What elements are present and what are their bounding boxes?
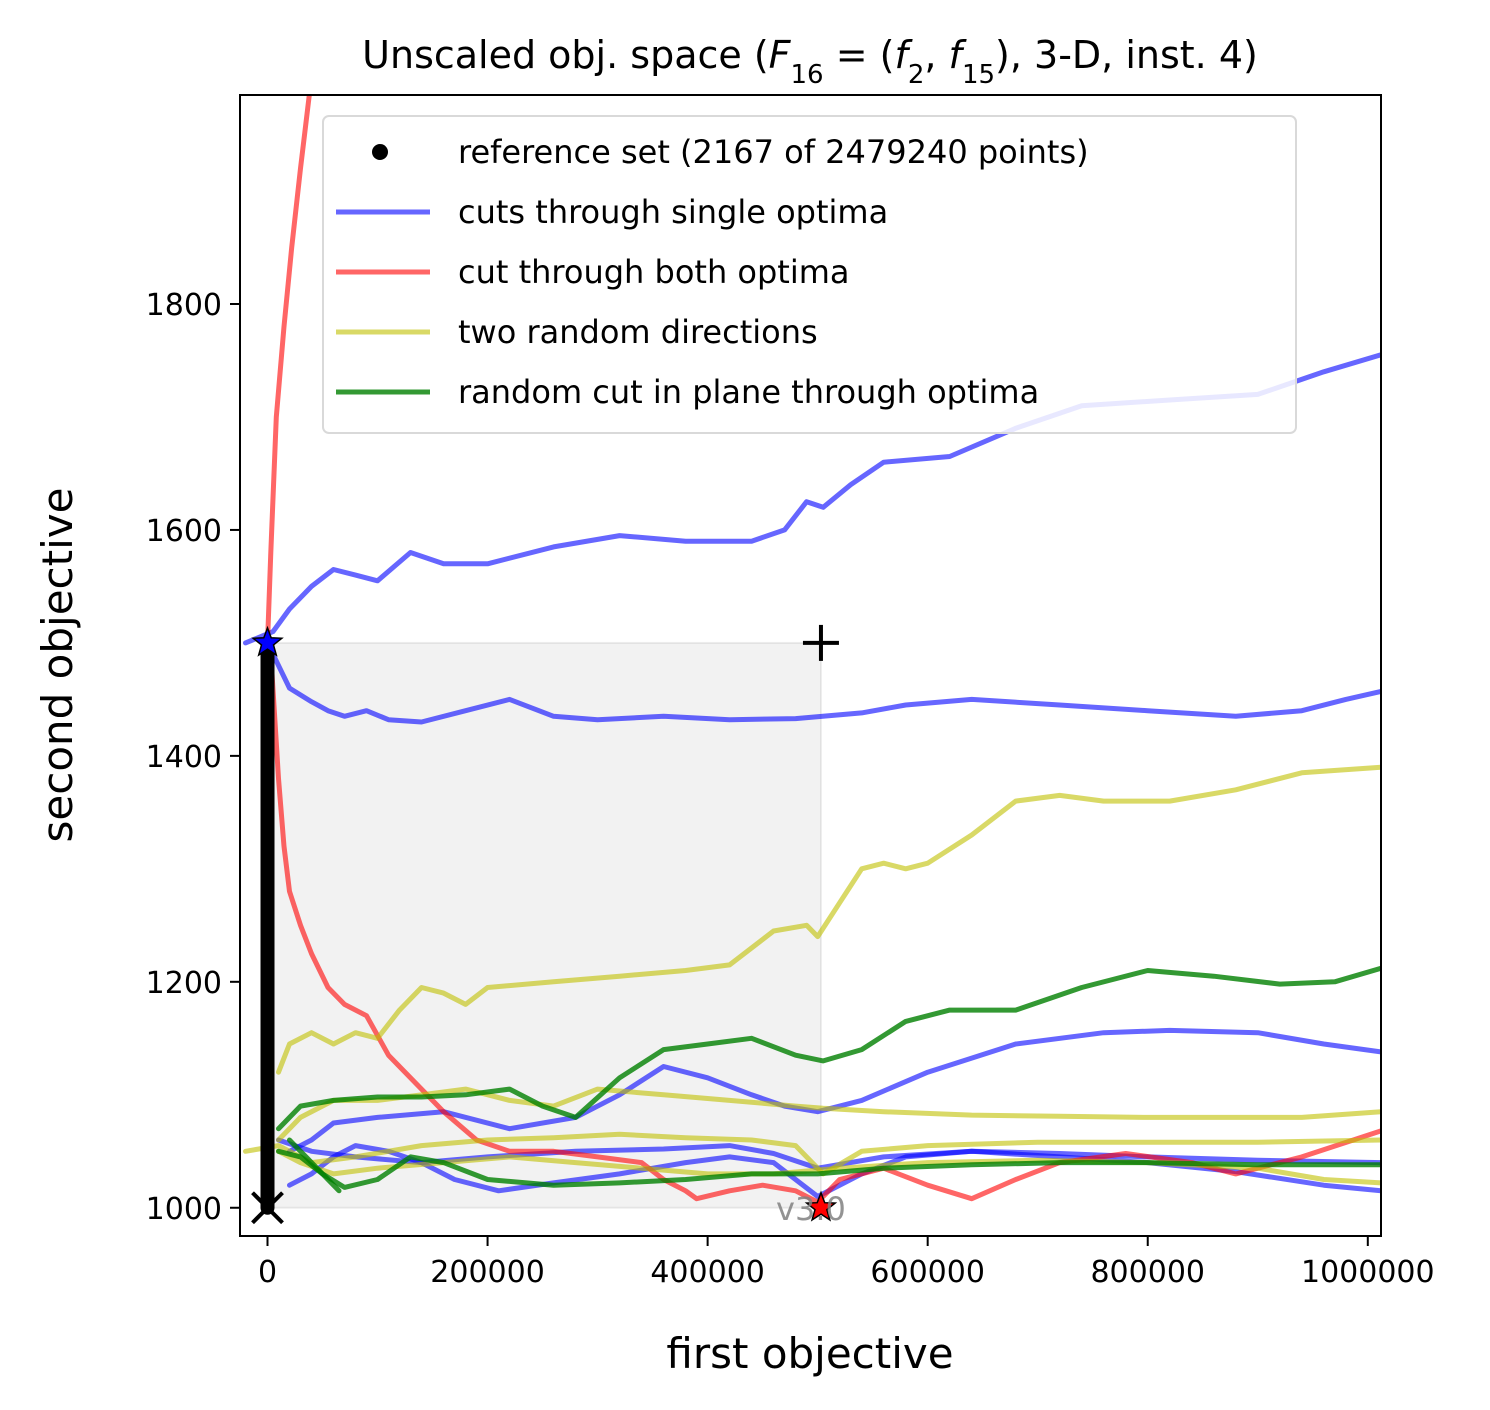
x-tick-label: 400000 bbox=[650, 1255, 765, 1290]
legend-label: cuts through single optima bbox=[458, 193, 888, 231]
legend-marker bbox=[372, 144, 388, 160]
version-watermark: v3.0 bbox=[776, 1190, 846, 1228]
series-line-8 bbox=[276, 764, 1381, 1075]
x-tick-label: 1000000 bbox=[1301, 1255, 1435, 1290]
y-tick-label: 1000 bbox=[146, 1192, 222, 1227]
marker-layer bbox=[251, 624, 839, 1225]
legend-item: random cut in plane through optima bbox=[336, 373, 1039, 411]
series-line-3 bbox=[287, 1027, 1381, 1154]
legend-label: reference set (2167 of 2479240 points) bbox=[458, 133, 1089, 171]
x-tick-label: 600000 bbox=[870, 1255, 985, 1290]
legend: reference set (2167 of 2479240 points) cu… bbox=[322, 115, 1297, 434]
series-line-13 bbox=[276, 1148, 1381, 1190]
series-line-2 bbox=[270, 651, 1381, 725]
x-axis-label: first objective bbox=[666, 1329, 953, 1378]
y-tick-label: 1400 bbox=[146, 740, 222, 775]
y-axis-label: second objective bbox=[33, 488, 82, 843]
x-tick-label: 800000 bbox=[1090, 1255, 1205, 1290]
x-tick-label: 0 bbox=[258, 1255, 277, 1290]
legend-box bbox=[322, 115, 1297, 434]
y-axis: 1000 1200 1400 1600 1800 bbox=[146, 288, 240, 1227]
x-tick-label: 200000 bbox=[430, 1255, 545, 1290]
series-line-6 bbox=[265, 95, 312, 646]
legend-item: cuts through single optima bbox=[336, 193, 888, 231]
chart-title: Unscaled obj. space (F16 = (f2, f15), 3-… bbox=[362, 33, 1258, 90]
legend-item: cut through both optima bbox=[336, 253, 850, 291]
y-tick-label: 1200 bbox=[146, 966, 222, 1001]
plot-frame bbox=[239, 94, 1382, 1237]
reference-region bbox=[266, 641, 822, 1209]
legend-item: two random directions bbox=[336, 313, 818, 351]
series-line-10 bbox=[243, 1131, 1381, 1177]
series-line-14 bbox=[287, 1137, 342, 1194]
y-tick-label: 1800 bbox=[146, 288, 222, 323]
legend-label: two random directions bbox=[458, 313, 818, 351]
optimum-1-star bbox=[251, 625, 284, 657]
x-axis: 0 200000 400000 600000 800000 1000000 bbox=[258, 1236, 1435, 1290]
y-tick-label: 1600 bbox=[146, 514, 222, 549]
nadir-point-marker bbox=[802, 624, 839, 661]
legend-label: cut through both optima bbox=[458, 253, 850, 291]
optimum-2-star bbox=[804, 1190, 838, 1222]
legend-item: reference set (2167 of 2479240 points) bbox=[372, 133, 1089, 171]
series-line-12 bbox=[276, 965, 1381, 1132]
legend-label: random cut in plane through optima bbox=[458, 373, 1039, 411]
ideal-point-marker bbox=[251, 1191, 284, 1225]
